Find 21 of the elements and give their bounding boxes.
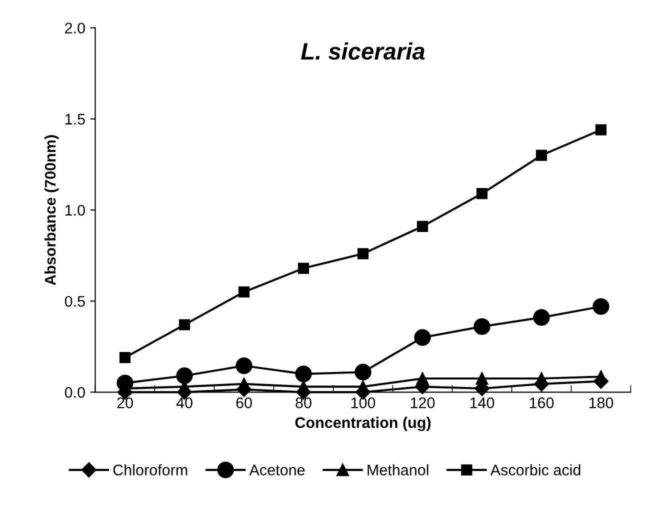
chart-title: L. siceraria <box>301 42 425 60</box>
x-tick-label: 140 <box>470 397 494 408</box>
x-tick-label: 160 <box>530 397 554 408</box>
y-tick-label: 2.0 <box>65 22 85 34</box>
x-tick-label: 100 <box>351 397 376 408</box>
x-tick-label: 80 <box>296 397 312 408</box>
y-tick-label: 0.5 <box>64 296 85 307</box>
x-axis-title: Concentration (ug) <box>295 416 431 432</box>
legend-label: Ascorbic acid <box>490 464 580 476</box>
x-tick-label: 40 <box>176 397 192 408</box>
y-tick-label: 0.0 <box>64 387 85 398</box>
x-tick-label: 120 <box>410 397 435 408</box>
legend-label: Acetone <box>249 464 305 476</box>
x-tick-label: 180 <box>589 397 614 408</box>
y-tick-label: 1.0 <box>65 204 85 216</box>
legend-label: Chloroform <box>113 464 188 476</box>
y-axis-title: Absorbance (700nm) <box>44 135 59 286</box>
x-tick-label: 20 <box>117 397 133 408</box>
legend-label: Methanol <box>368 464 428 476</box>
x-tick-label: 60 <box>236 397 252 408</box>
y-tick-label: 1.5 <box>65 114 85 125</box>
